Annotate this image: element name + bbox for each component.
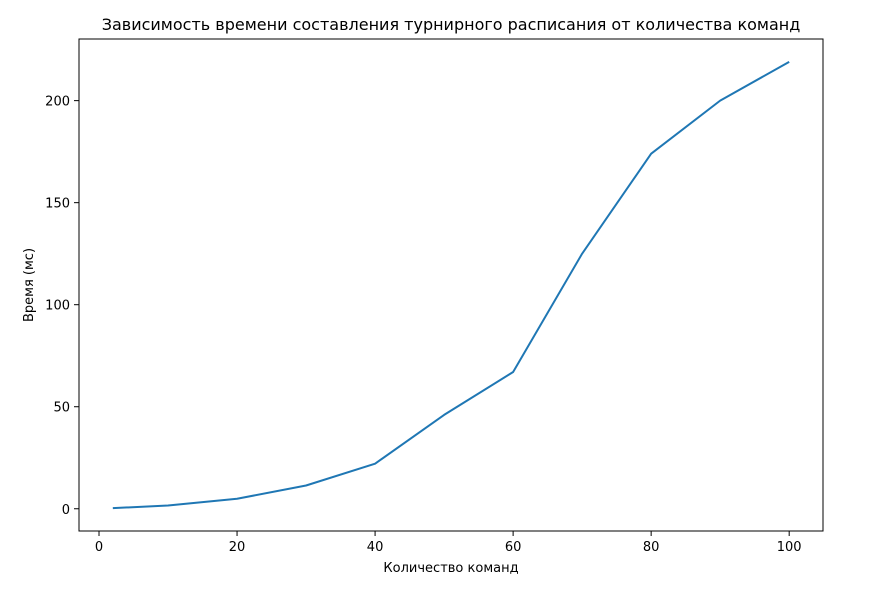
- x-axis-label: Количество команд: [383, 561, 518, 576]
- y-tick-label: 50: [53, 401, 70, 416]
- x-tick-label: 80: [643, 540, 660, 555]
- x-tick-label: 100: [777, 540, 802, 555]
- y-tick-label: 0: [62, 503, 70, 518]
- y-tick-label: 100: [45, 299, 70, 314]
- x-tick-label: 40: [367, 540, 384, 555]
- y-axis-label: Время (мс): [22, 248, 37, 322]
- x-tick-label: 0: [95, 540, 103, 555]
- plot-frame: [78, 38, 824, 532]
- x-tick-label: 60: [505, 540, 522, 555]
- series-line-0: [112, 60, 790, 510]
- y-tick-label: 150: [45, 197, 70, 212]
- plot-area: 0 20 40 60 80 100 0 50 100 150 200: [45, 38, 824, 555]
- y-tick-label: 200: [45, 95, 70, 110]
- x-tick-label: 20: [229, 540, 246, 555]
- chart-title: Зависимость времени составления турнирно…: [102, 15, 801, 34]
